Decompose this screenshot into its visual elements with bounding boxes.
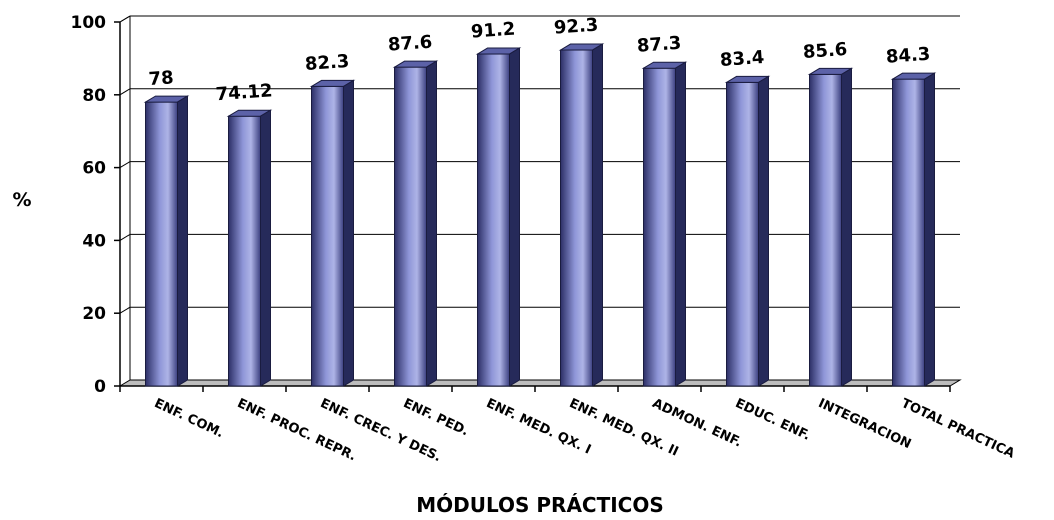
- bar-front: [145, 101, 178, 387]
- data-label: 87.3: [636, 33, 682, 57]
- y-tick-label: 20: [82, 304, 106, 324]
- bar-side: [260, 109, 271, 387]
- bar: [558, 43, 605, 387]
- data-label: 92.3: [553, 15, 599, 39]
- bar-side: [758, 75, 769, 387]
- y-axis-ticks: 0 20 40 60 80 100: [71, 13, 120, 397]
- data-label: 85.6: [802, 39, 848, 63]
- bar: [724, 75, 771, 387]
- bar: [309, 79, 356, 387]
- bar-front: [477, 53, 510, 387]
- x-tick-label: EDUC. ENF.: [733, 396, 813, 444]
- bar-front: [228, 115, 261, 387]
- x-tick-label: ENF. COM.: [152, 396, 226, 441]
- data-label: 83.4: [719, 47, 765, 71]
- bar-front: [892, 78, 925, 387]
- data-label: 74.12: [215, 80, 273, 105]
- gridline-depth: [119, 233, 131, 241]
- bar-front: [560, 49, 593, 387]
- bar: [226, 109, 273, 387]
- data-label: 87.6: [387, 32, 433, 56]
- data-labels: 78 74.12 82.3 87.6 91.2 92.3 87.3 83.4 85.6 84.3: [148, 15, 931, 106]
- gridline-depth: [119, 161, 131, 169]
- y-tick-label: 40: [82, 231, 106, 251]
- y-axis-title: %: [12, 189, 31, 211]
- bar-side: [592, 43, 603, 387]
- bar: [392, 60, 439, 387]
- data-label: 91.2: [470, 19, 516, 43]
- y-tick-label: 60: [82, 159, 106, 179]
- x-axis-ticks: ENF. COM. ENF. PROC. REPR.ENF. CREC. Y DE…: [119, 386, 1017, 465]
- bar: [475, 47, 522, 387]
- x-axis-title: MÓDULOS PRÁCTICOS: [416, 493, 664, 517]
- bar-side: [841, 67, 852, 387]
- gridline-depth: [119, 15, 131, 23]
- bar-front: [311, 85, 344, 387]
- bar-side: [343, 79, 354, 387]
- y-tick-label: 80: [82, 86, 106, 106]
- bar-side: [509, 47, 520, 387]
- bar-side: [426, 60, 437, 387]
- data-label: 84.3: [885, 44, 931, 68]
- bar-front: [726, 81, 759, 387]
- x-tick-label: TOTAL PRACTICA: [899, 396, 1017, 462]
- bars: [143, 43, 937, 387]
- data-label: 82.3: [304, 51, 350, 75]
- bar-front: [809, 73, 842, 387]
- bar: [890, 72, 937, 387]
- x-tick-label: INTEGRACION: [816, 396, 913, 452]
- y-tick-label: 0: [94, 377, 106, 397]
- bar-front: [394, 66, 427, 387]
- bar-side: [675, 61, 686, 387]
- gridline-depth: [119, 306, 131, 314]
- gridline-depth: [119, 88, 131, 96]
- bar: [641, 61, 688, 387]
- bar-side: [177, 95, 188, 387]
- x-tick-label: ENF. PED.: [401, 396, 471, 439]
- data-label: 78: [148, 67, 174, 90]
- plot-frame: [119, 15, 131, 386]
- bar: [807, 67, 854, 387]
- y-tick-label: 100: [71, 13, 107, 33]
- bar-front: [643, 67, 676, 387]
- bar-side: [924, 72, 935, 387]
- bar: [143, 95, 190, 387]
